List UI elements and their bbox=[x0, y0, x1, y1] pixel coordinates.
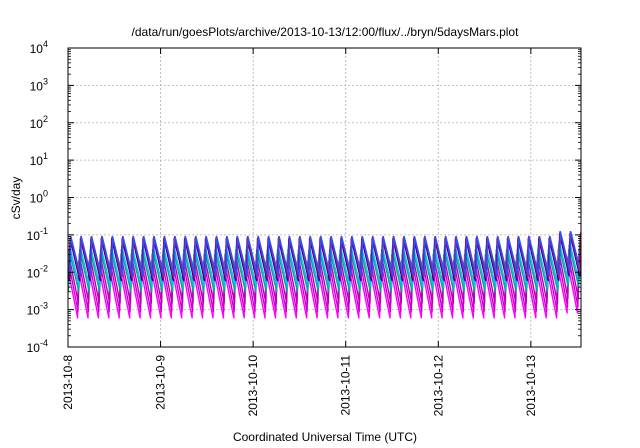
y-tick-exponent: 1 bbox=[43, 151, 48, 161]
y-tick-label: 102 bbox=[30, 114, 48, 131]
y-tick-exponent: 2 bbox=[43, 114, 48, 124]
chart-title: /data/run/goesPlots/archive/2013-10-13/1… bbox=[132, 25, 520, 39]
y-tick-exponent: -3 bbox=[40, 301, 48, 311]
y-axis-label: cSv/day bbox=[9, 177, 23, 220]
x-tick-label: 2013-10-8 bbox=[61, 355, 75, 410]
y-tick-label: 10-3 bbox=[27, 301, 48, 318]
x-axis-label: Coordinated Universal Time (UTC) bbox=[233, 430, 417, 444]
y-tick-exponent: -4 bbox=[40, 338, 48, 348]
y-tick-label: 10-4 bbox=[27, 338, 48, 355]
x-tick-label: 2013-10-10 bbox=[246, 355, 260, 417]
x-tick-label: 2013-10-13 bbox=[524, 355, 538, 417]
y-tick-label: 10-2 bbox=[27, 263, 48, 280]
y-tick-exponent: 3 bbox=[43, 76, 48, 86]
y-tick-exponent: 4 bbox=[43, 39, 48, 49]
y-tick-exponent: -1 bbox=[40, 226, 48, 236]
x-tick-label: 2013-10-11 bbox=[339, 355, 353, 416]
y-tick-exponent: -2 bbox=[40, 263, 48, 273]
y-tick-exponent: 0 bbox=[43, 189, 48, 199]
series-line bbox=[68, 230, 582, 277]
y-tick-label: 100 bbox=[30, 189, 48, 206]
y-tick-label: 103 bbox=[30, 76, 48, 93]
x-tick-label: 2013-10-9 bbox=[154, 355, 168, 410]
y-tick-label: 10-1 bbox=[27, 226, 48, 243]
y-tick-label: 101 bbox=[30, 151, 48, 168]
series-group bbox=[67, 230, 582, 319]
x-axis: 2013-10-8 2013-10-9 2013-10-10 2013-10-11 20… bbox=[61, 48, 538, 416]
y-tick-label: 104 bbox=[30, 39, 48, 56]
x-tick-label: 2013-10-12 bbox=[431, 355, 445, 417]
